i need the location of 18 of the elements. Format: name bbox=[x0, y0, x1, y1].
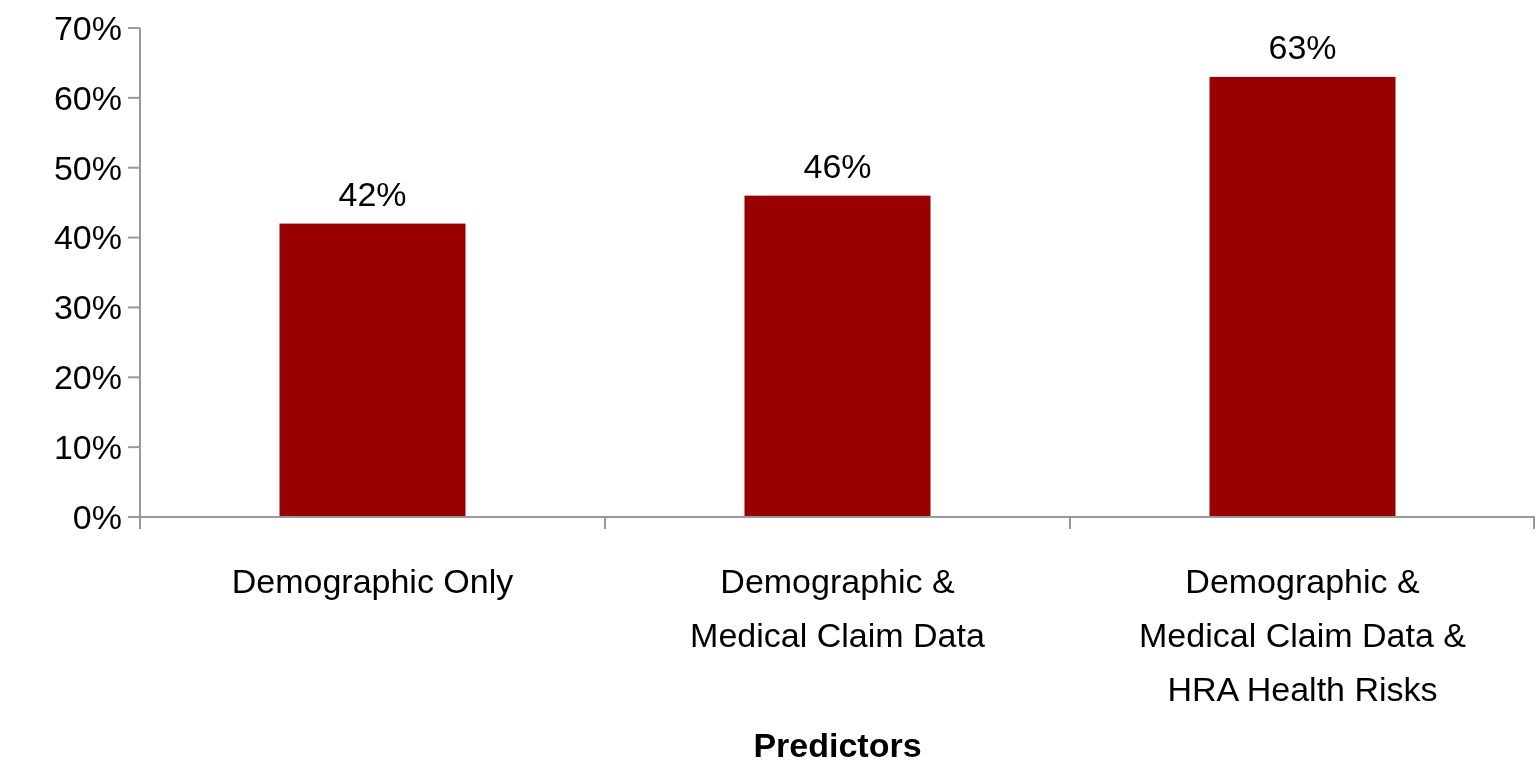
x-tick-label: Demographic & Medical Claim Data & HRA Health Risks bbox=[1139, 562, 1467, 708]
bar bbox=[1209, 76, 1396, 517]
data-label: 63% bbox=[1268, 27, 1337, 66]
y-tick-label: 70% bbox=[53, 8, 122, 47]
y-tick-label: 20% bbox=[53, 358, 122, 397]
x-tick-label: Demographic Only bbox=[231, 562, 514, 600]
bar bbox=[744, 195, 931, 517]
y-tick-label: 60% bbox=[53, 78, 122, 117]
y-tick-label: 0% bbox=[72, 497, 122, 536]
x-axis-title: Predictors bbox=[753, 726, 922, 764]
y-tick-label: 10% bbox=[53, 428, 122, 467]
y-tick-label: 50% bbox=[53, 148, 122, 187]
y-tick-label: 40% bbox=[53, 218, 122, 257]
y-tick-label: 30% bbox=[53, 288, 122, 327]
bar bbox=[279, 223, 466, 517]
x-tick-label: Demographic & Medical Claim Data bbox=[690, 562, 985, 654]
data-label: 42% bbox=[338, 174, 407, 213]
data-label: 46% bbox=[803, 146, 872, 185]
